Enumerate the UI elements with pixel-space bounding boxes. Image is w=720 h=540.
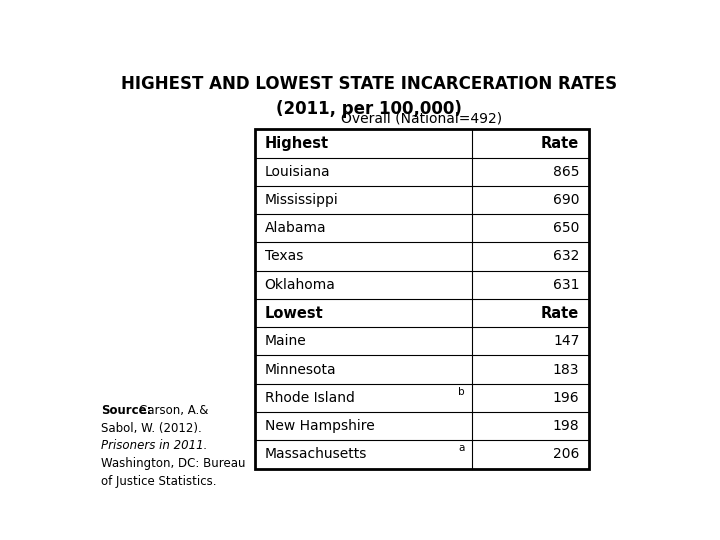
Text: Source:: Source: (101, 404, 152, 417)
Text: Texas: Texas (265, 249, 303, 264)
Text: 690: 690 (553, 193, 580, 207)
Text: 198: 198 (553, 419, 580, 433)
Text: 196: 196 (553, 391, 580, 405)
Text: 650: 650 (553, 221, 580, 235)
Text: 147: 147 (553, 334, 580, 348)
Text: Rate: Rate (541, 306, 580, 321)
Text: Louisiana: Louisiana (265, 165, 330, 179)
Text: Rhode Island: Rhode Island (265, 391, 354, 405)
Text: b: b (459, 387, 465, 396)
Text: Alabama: Alabama (265, 221, 326, 235)
Text: 206: 206 (553, 448, 580, 461)
Text: Sabol, W. (2012).: Sabol, W. (2012). (101, 422, 202, 435)
Text: Minnesota: Minnesota (265, 362, 336, 376)
Text: of Justice Statistics.: of Justice Statistics. (101, 475, 217, 488)
Text: (2011, per 100,000): (2011, per 100,000) (276, 100, 462, 118)
Text: Oklahoma: Oklahoma (265, 278, 336, 292)
Text: 865: 865 (553, 165, 580, 179)
Text: a: a (459, 443, 464, 453)
Text: Washington, DC: Bureau: Washington, DC: Bureau (101, 457, 246, 470)
Text: Massachusetts: Massachusetts (265, 448, 367, 461)
Text: Massachusetts: Massachusetts (265, 448, 367, 461)
Text: Overall (National=492): Overall (National=492) (341, 112, 503, 126)
Text: Carson, A.&: Carson, A.& (139, 404, 209, 417)
Text: Highest: Highest (265, 136, 329, 151)
Text: Mississippi: Mississippi (265, 193, 338, 207)
Text: Lowest: Lowest (265, 306, 323, 321)
Text: Rhode Island: Rhode Island (265, 391, 354, 405)
Text: 631: 631 (553, 278, 580, 292)
Text: Maine: Maine (265, 334, 307, 348)
Text: Prisoners in 2011.: Prisoners in 2011. (101, 440, 207, 453)
Text: 183: 183 (553, 362, 580, 376)
Text: New Hampshire: New Hampshire (265, 419, 374, 433)
Text: 632: 632 (553, 249, 580, 264)
Text: Rate: Rate (541, 136, 580, 151)
Text: HIGHEST AND LOWEST STATE INCARCERATION RATES: HIGHEST AND LOWEST STATE INCARCERATION R… (121, 75, 617, 93)
